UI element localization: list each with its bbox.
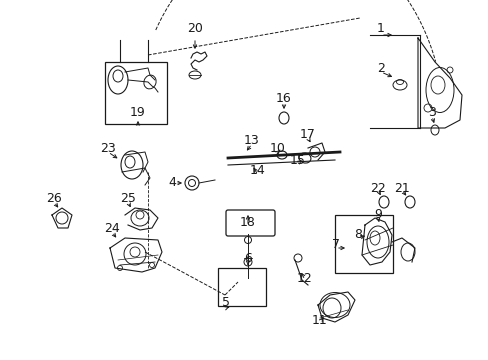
Text: 19: 19 bbox=[130, 105, 145, 118]
Text: 2: 2 bbox=[376, 62, 384, 75]
Text: 8: 8 bbox=[353, 229, 361, 242]
Text: 4: 4 bbox=[168, 176, 176, 189]
Text: 10: 10 bbox=[269, 141, 285, 154]
Text: 9: 9 bbox=[373, 208, 381, 221]
Text: 17: 17 bbox=[300, 129, 315, 141]
Text: 14: 14 bbox=[250, 163, 265, 176]
Bar bbox=[218, 268, 265, 306]
Text: 7: 7 bbox=[331, 238, 339, 252]
Text: 11: 11 bbox=[311, 314, 327, 327]
Text: 15: 15 bbox=[289, 153, 305, 166]
Text: 16: 16 bbox=[276, 91, 291, 104]
Bar bbox=[105, 62, 167, 124]
Text: 5: 5 bbox=[222, 296, 229, 309]
Text: 1: 1 bbox=[376, 22, 384, 35]
Text: 18: 18 bbox=[240, 216, 255, 229]
Text: 23: 23 bbox=[100, 141, 116, 154]
Text: 12: 12 bbox=[297, 271, 312, 284]
Text: 3: 3 bbox=[427, 105, 435, 118]
Text: 21: 21 bbox=[393, 181, 409, 194]
Text: 13: 13 bbox=[244, 134, 259, 147]
Text: 24: 24 bbox=[104, 221, 120, 234]
Text: 22: 22 bbox=[369, 181, 385, 194]
Text: 6: 6 bbox=[244, 252, 251, 265]
Text: 26: 26 bbox=[46, 192, 62, 204]
Bar bbox=[334, 215, 392, 273]
Text: 20: 20 bbox=[187, 22, 203, 35]
Text: 25: 25 bbox=[120, 192, 136, 204]
